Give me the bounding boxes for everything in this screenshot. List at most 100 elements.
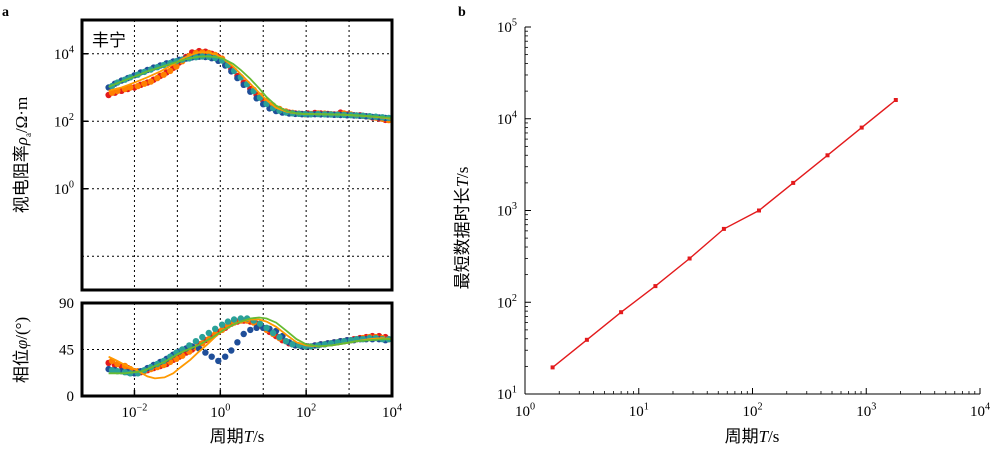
duration-y-tick-label: 102 [497,293,517,311]
panel-b-label: b [458,5,466,20]
duration-xlabel-unit: /s [768,427,779,446]
phase-point [263,324,270,331]
duration-marker [584,337,589,342]
phase-point [240,330,247,338]
phase-x-tick-label: 10−2 [122,403,148,421]
duration-marker [550,365,555,370]
phase-point [222,353,229,360]
resistivity-ylabel-subscript: a [23,133,33,137]
phase-point [282,338,290,345]
duration-line [552,99,897,368]
duration-xlabel-main: 周期 [725,427,759,447]
phase-point [224,318,232,325]
phase-ylabel-main: 相位 [12,349,32,383]
phase-x-tick-label: 100 [210,403,230,421]
phase-point [247,326,254,334]
resistivity-y-tick-label: 100 [54,179,74,197]
duration-ylabel-unit: /s [453,167,472,178]
phase-point [212,325,219,332]
resistivity-point [134,82,141,90]
phase-point [192,338,200,345]
phase-point [256,320,264,327]
phase-y-tick-label: 0 [67,389,75,405]
phase-point [237,315,244,322]
phase-ylabel: 相位φ/(°) [12,317,32,383]
resistivity-ylabel-unit: /Ω·m [12,97,31,133]
phase-plot: 0 45 90 10−2 100 102 104 [59,296,402,421]
duration-y-tick-label: 101 [497,385,517,403]
phase-frame [80,301,394,398]
phase-ylabel-unit: /(°) [12,317,31,340]
phase-point [215,357,222,365]
resistivity-ylabel: 视电阻率ρa/Ω·m [12,97,33,213]
resistivity-point [147,78,154,85]
duration-x-tick-label: 101 [629,402,649,420]
panel-a-xlabel-symbol: T [244,427,255,446]
duration-data [550,98,898,370]
duration-ylabel: 最短数据时长T/s [453,167,473,290]
resistivity-y-tick-label: 102 [54,112,74,130]
duration-x-tick-label: 100 [515,402,535,420]
resistivity-plot: 100 102 104 丰宁 [54,18,394,292]
duration-ylabel-symbol: T [453,176,472,187]
duration-marker [791,180,796,185]
phase-point [186,342,193,349]
phase-y-tick-label: 45 [59,343,74,359]
phase-point [108,367,116,374]
station-label: 丰宁 [92,31,126,50]
phase-point [269,329,277,337]
phase-ticks: 0 45 90 10−2 100 102 104 [59,296,402,421]
duration-y-tick-label: 103 [497,201,517,219]
phase-point [199,333,206,341]
phase-point [202,349,209,356]
panel-a-xlabel-unit: /s [253,427,264,446]
resistivity-ylabel-symbol: ρ [12,137,31,146]
phase-point [205,329,212,337]
resistivity-grid [82,20,392,290]
phase-point [289,341,296,348]
phase-data [105,315,393,380]
duration-y-tick-label: 104 [497,109,517,127]
phase-model-curve [108,316,392,375]
duration-xlabel: 周期T/s [725,427,780,447]
duration-x-tick-label: 102 [742,402,762,420]
resistivity-ticks: 100 102 104 [54,44,88,198]
resistivity-point [154,74,161,82]
duration-marker [825,153,830,158]
duration-x-tick-label: 104 [970,402,990,420]
duration-y-tick-label: 105 [497,18,517,36]
phase-ylabel-symbol: φ [12,340,31,349]
duration-marker [687,256,692,261]
panel-a-xlabel: 周期T/s [210,427,265,447]
duration-marker [721,226,726,231]
phase-point [208,353,215,360]
resistivity-point [127,84,134,91]
resistivity-point [160,71,167,78]
resistivity-frame [80,18,394,292]
duration-marker [653,284,658,289]
duration-x-tick-label: 103 [856,402,876,420]
duration-marker [757,208,761,213]
panel-a-label: a [2,5,9,20]
phase-point [218,321,226,328]
resistivity-point [173,63,180,70]
resistivity-model-curve [108,55,393,119]
resistivity-data [105,47,393,124]
duration-xlabel-symbol: T [759,427,770,446]
phase-y-tick-label: 90 [59,296,74,312]
panel-a-xlabel-main: 周期 [210,427,244,447]
phase-x-tick-label: 102 [296,403,316,421]
phase-point [234,339,241,346]
duration-ylabel-main: 最短数据时长 [453,187,473,289]
phase-grid [82,303,392,396]
phase-point [276,333,283,341]
phase-x-tick-label: 104 [382,403,402,421]
resistivity-y-tick-label: 104 [54,44,74,62]
resistivity-point [167,67,174,75]
resistivity-ylabel-main: 视电阻率 [12,145,32,213]
phase-point [228,347,235,354]
resistivity-point [141,80,148,87]
phase-point [230,316,238,323]
